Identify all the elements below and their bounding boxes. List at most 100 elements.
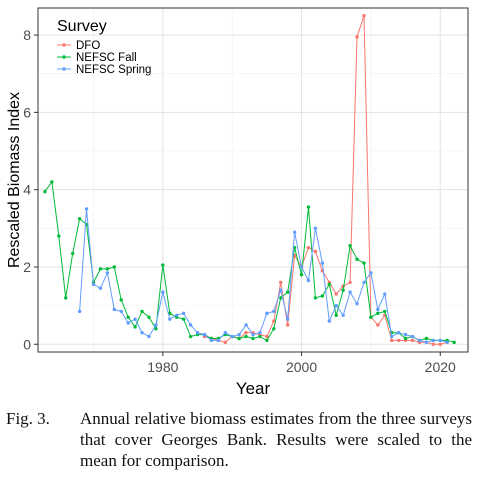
data-point-nefsc-spring xyxy=(91,282,96,287)
data-point-nefsc-fall xyxy=(119,298,123,302)
legend-key-point-dfo xyxy=(62,43,66,47)
data-point-nefsc-spring xyxy=(98,286,103,290)
data-point-nefsc-spring xyxy=(383,292,387,296)
data-point-nefsc-spring xyxy=(119,309,123,314)
data-point-nefsc-spring xyxy=(140,330,144,335)
data-point-nefsc-fall xyxy=(188,334,193,339)
data-point-nefsc-spring xyxy=(272,309,276,314)
data-point-nefsc-spring xyxy=(230,334,234,339)
plot-panel xyxy=(37,7,469,353)
data-point-nefsc-spring xyxy=(362,280,366,285)
y-tick-label: 4 xyxy=(23,182,31,198)
data-point-nefsc-fall xyxy=(154,327,158,331)
data-point-dfo xyxy=(355,35,359,39)
data-point-nefsc-fall xyxy=(313,296,318,300)
data-point-nefsc-spring xyxy=(369,271,373,275)
data-point-nefsc-fall xyxy=(147,315,151,319)
data-point-nefsc-fall xyxy=(272,327,276,331)
data-point-nefsc-fall xyxy=(327,282,331,287)
data-point-nefsc-spring xyxy=(223,330,227,335)
data-point-nefsc-spring xyxy=(154,323,158,327)
data-point-nefsc-spring xyxy=(265,311,269,316)
data-point-nefsc-fall xyxy=(452,340,456,345)
data-point-nefsc-fall xyxy=(181,317,186,321)
data-point-nefsc-spring xyxy=(431,338,436,343)
data-point-nefsc-spring xyxy=(105,271,110,275)
y-axis-title: Rescaled Biomass Index xyxy=(6,92,23,268)
data-point-nefsc-fall xyxy=(161,263,165,267)
legend-title: Survey xyxy=(57,18,107,35)
y-axis: 0 2 4 6 8 xyxy=(23,27,38,352)
data-point-nefsc-fall xyxy=(251,336,255,341)
series-line-nefsc-spring xyxy=(79,208,448,343)
y-tick-label: 0 xyxy=(23,336,31,352)
data-point-nefsc-spring xyxy=(112,307,116,312)
data-point-nefsc-spring xyxy=(195,330,200,335)
data-point-dfo xyxy=(313,249,318,254)
data-point-nefsc-fall xyxy=(299,272,304,277)
data-point-nefsc-spring xyxy=(237,332,241,337)
data-point-nefsc-spring xyxy=(417,338,422,343)
data-point-nefsc-spring xyxy=(390,334,394,339)
panel-border xyxy=(37,7,469,353)
data-point-nefsc-fall xyxy=(424,336,429,341)
data-point-nefsc-fall xyxy=(306,205,311,209)
data-point-nefsc-fall xyxy=(126,315,130,319)
data-point-nefsc-fall xyxy=(279,296,283,300)
data-point-nefsc-fall xyxy=(341,288,345,292)
y-tick-label: 2 xyxy=(23,259,31,275)
data-point-nefsc-fall xyxy=(43,189,47,194)
data-point-nefsc-spring xyxy=(334,303,338,308)
data-point-nefsc-spring xyxy=(84,207,89,211)
data-point-nefsc-spring xyxy=(126,321,130,325)
data-point-nefsc-fall xyxy=(70,251,75,256)
data-point-dfo xyxy=(272,319,276,323)
data-point-nefsc-fall xyxy=(50,180,54,184)
series-layer xyxy=(43,14,456,346)
data-point-nefsc-fall xyxy=(112,265,116,269)
data-point-nefsc-spring xyxy=(327,319,331,323)
data-point-nefsc-fall xyxy=(348,244,352,248)
data-point-nefsc-fall xyxy=(64,296,68,300)
y-tick-label: 6 xyxy=(23,104,31,120)
legend-label-dfo: DFO xyxy=(76,40,100,52)
data-point-dfo xyxy=(348,280,352,285)
x-axis: 1980 2000 2020 xyxy=(147,352,456,375)
data-point-nefsc-fall xyxy=(334,313,338,317)
data-point-nefsc-spring xyxy=(251,332,255,337)
legend-label-nefsc-fall: NEFSC Fall xyxy=(76,52,137,64)
data-point-dfo xyxy=(306,245,311,250)
data-point-nefsc-fall xyxy=(258,334,262,339)
data-point-nefsc-spring xyxy=(341,313,345,317)
data-point-nefsc-spring xyxy=(168,317,172,321)
data-point-nefsc-fall xyxy=(237,336,241,341)
data-point-nefsc-spring xyxy=(209,338,214,343)
data-point-nefsc-spring xyxy=(161,290,165,294)
data-point-nefsc-spring xyxy=(175,313,179,317)
data-point-dfo xyxy=(438,342,442,346)
data-point-dfo xyxy=(334,292,338,296)
data-point-nefsc-spring xyxy=(445,340,449,345)
grid-minor xyxy=(38,8,468,352)
grid-major xyxy=(38,8,468,352)
data-point-nefsc-fall xyxy=(403,336,408,341)
data-point-nefsc-spring xyxy=(133,317,137,321)
data-point-nefsc-spring xyxy=(292,230,297,234)
legend-label-nefsc-spring: NEFSC Spring xyxy=(76,64,151,76)
data-point-nefsc-spring xyxy=(188,323,193,327)
data-point-nefsc-spring xyxy=(77,309,82,314)
data-point-nefsc-fall xyxy=(140,309,144,314)
data-point-dfo xyxy=(285,323,290,327)
data-point-nefsc-spring xyxy=(147,334,151,339)
data-point-nefsc-fall xyxy=(362,261,366,265)
data-point-dfo xyxy=(410,338,415,343)
legend-key-point-nefsc-fall xyxy=(62,55,66,59)
x-axis-title: Year xyxy=(236,379,271,398)
data-point-nefsc-fall xyxy=(285,290,290,294)
data-point-nefsc-fall xyxy=(77,216,82,221)
data-point-nefsc-spring xyxy=(306,278,311,283)
data-point-nefsc-spring xyxy=(279,288,283,292)
x-tick-label: 1980 xyxy=(147,359,178,375)
data-point-nefsc-spring xyxy=(438,338,442,343)
